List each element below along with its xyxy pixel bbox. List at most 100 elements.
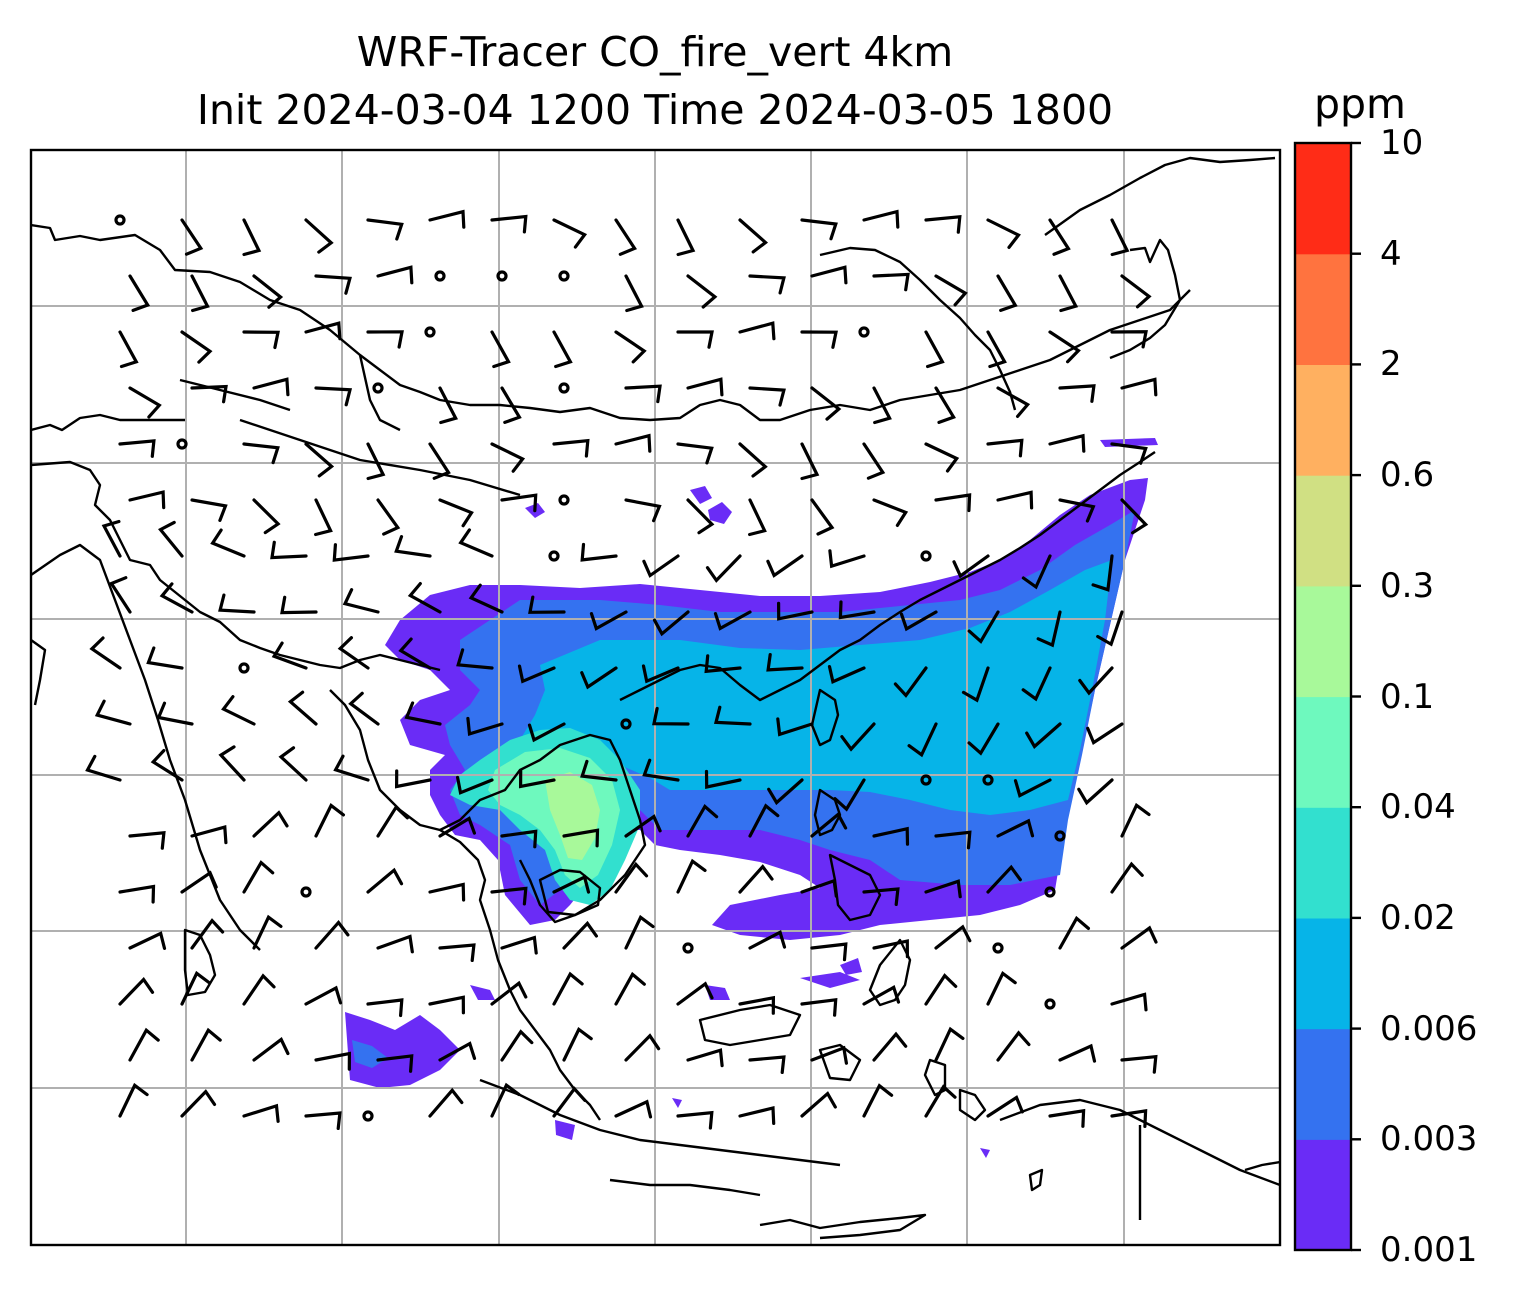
co-fire-field xyxy=(345,438,1158,1158)
wind-barb xyxy=(872,498,909,527)
wind-barb xyxy=(1078,666,1114,696)
wind-barb xyxy=(748,498,767,537)
wind-barb xyxy=(614,1099,653,1119)
wind-barb xyxy=(996,1030,1031,1062)
wind-barb xyxy=(1120,802,1151,838)
wind-barb xyxy=(304,442,335,478)
wind-barb xyxy=(252,377,290,397)
wind-barb xyxy=(252,498,281,535)
wind-barb xyxy=(924,215,962,234)
wind-barb xyxy=(101,519,122,558)
wind-barb xyxy=(128,931,167,950)
calm-wind-circle xyxy=(434,270,446,282)
wind-barb xyxy=(1120,498,1149,535)
wind-barb xyxy=(624,274,644,313)
wind-barb xyxy=(713,705,752,726)
wind-barb xyxy=(748,929,787,950)
wind-barb xyxy=(641,664,680,684)
wind-barb xyxy=(738,864,774,894)
colorbar-swatch xyxy=(1295,917,1351,1030)
wind-barb xyxy=(304,218,334,254)
wind-barb xyxy=(180,218,204,256)
wind-barb xyxy=(218,593,256,614)
wind-barb xyxy=(800,330,838,349)
field-patch xyxy=(345,1012,460,1088)
wind-barb xyxy=(589,610,628,631)
calm-wind-circle xyxy=(362,1110,374,1122)
wind-barb xyxy=(713,610,752,631)
wind-barb xyxy=(934,830,972,850)
wind-barb xyxy=(428,442,451,480)
wind-barb xyxy=(404,701,442,726)
wind-barb xyxy=(366,218,404,241)
wind-barb xyxy=(766,653,804,672)
wind-barb xyxy=(800,442,820,481)
wind-barb xyxy=(838,600,876,620)
wind-barb xyxy=(924,973,958,1006)
wind-barb xyxy=(304,985,343,1006)
wind-barb xyxy=(1077,778,1114,806)
calm-wind-circle xyxy=(682,942,694,954)
wind-barb xyxy=(872,826,910,846)
calm-wind-circle xyxy=(238,662,250,674)
wind-barb xyxy=(986,1095,1024,1118)
wind-barb xyxy=(156,701,194,726)
wind-barb xyxy=(614,971,646,1006)
wind-barb xyxy=(624,914,655,950)
wind-barb xyxy=(180,1089,217,1118)
wind-barb xyxy=(676,858,707,894)
wind-barb xyxy=(624,814,662,838)
wind-barb xyxy=(490,330,511,369)
wind-barb xyxy=(500,493,538,513)
wind-barb xyxy=(118,439,156,458)
wind-barb xyxy=(1058,915,1090,950)
wind-barb xyxy=(996,386,1031,418)
wind-barb xyxy=(128,274,151,312)
calm-wind-circle xyxy=(558,382,570,394)
wind-barb xyxy=(862,887,900,906)
chart-title-line1: WRF-Tracer CO_fire_vert 4km xyxy=(356,28,954,76)
wind-barb xyxy=(490,1082,521,1118)
wind-barb xyxy=(252,1037,290,1062)
wind-barb xyxy=(218,745,246,782)
wind-barb xyxy=(986,970,1017,1006)
wind-barb xyxy=(438,943,476,962)
wind-barb xyxy=(967,610,1000,644)
wind-barb xyxy=(517,664,556,684)
wind-barb xyxy=(1048,1108,1086,1128)
wind-barb xyxy=(810,265,848,285)
wind-barb xyxy=(456,775,494,795)
wind-barb xyxy=(314,1051,352,1071)
wind-barb xyxy=(1091,554,1114,592)
wind-barb xyxy=(221,695,256,726)
wind-barb xyxy=(518,769,556,789)
wind-barb xyxy=(996,818,1035,838)
wind-barb xyxy=(332,543,370,562)
wind-barb xyxy=(1058,384,1096,403)
wind-barb xyxy=(242,860,275,894)
wind-barb xyxy=(686,1048,724,1068)
wind-barb xyxy=(1048,218,1071,256)
wind-barb xyxy=(934,274,968,307)
colorbar-swatch xyxy=(1295,475,1351,587)
wind-barb xyxy=(1058,498,1096,523)
colorbar-swatch xyxy=(1295,1028,1351,1140)
wind-barb xyxy=(800,997,838,1017)
wind-barb xyxy=(428,209,466,229)
colorbar xyxy=(1293,141,1361,1252)
wind-barb xyxy=(738,442,768,478)
wind-barb xyxy=(490,442,526,473)
wind-barb xyxy=(624,384,662,404)
wind-barb xyxy=(952,554,990,579)
wind-barb xyxy=(490,886,528,906)
wind-barb xyxy=(748,803,780,838)
wind-barb xyxy=(840,722,876,752)
wind-barb xyxy=(314,498,333,537)
wind-barb xyxy=(118,330,139,369)
wind-barb xyxy=(614,433,652,453)
wind-barb xyxy=(893,666,928,698)
wind-barb xyxy=(190,384,228,404)
wind-barb xyxy=(314,386,353,407)
wind-barb xyxy=(280,595,318,615)
wind-barb xyxy=(252,274,284,309)
